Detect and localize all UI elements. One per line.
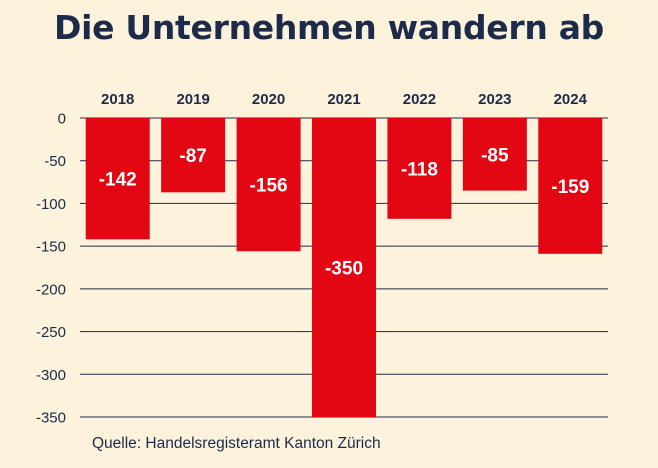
x-tick-label: 2022 [403,91,436,108]
bar-2018 [85,118,150,240]
x-axis-ticks: 2018 2019 2020 2021 2022 2023 2024 [101,91,588,108]
bar-2020 [236,118,301,252]
data-label: -85 [481,145,509,166]
x-tick-label: 2020 [252,91,285,108]
bar-2021 [312,118,376,417]
y-tick-label: -300 [36,367,66,384]
x-tick-label: 2019 [176,91,209,108]
data-label: -118 [401,159,438,180]
data-labels: -142 -87 -156 -350 -118 -85 -159 [99,145,590,279]
x-tick-label: 2018 [101,91,134,108]
bar-2023 [462,118,527,191]
y-tick-label: -100 [36,196,66,213]
y-tick-label: 0 [58,111,66,128]
bar-2019 [161,118,226,193]
bars [85,118,603,417]
y-tick-label: -350 [36,410,66,427]
y-tick-label: -200 [36,281,66,298]
data-label: -87 [179,146,206,167]
data-label: -156 [250,176,288,197]
x-tick-label: 2021 [327,91,360,108]
y-tick-label: -250 [36,324,66,341]
x-tick-label: 2024 [554,91,588,108]
bar-2022 [387,118,452,219]
bar-2024 [538,118,603,254]
y-tick-label: -50 [44,153,66,170]
y-axis-ticks: 0 -50 -100 -150 -200 -250 -300 -350 [36,111,66,427]
data-label: -142 [99,170,137,191]
data-label: -350 [325,259,363,280]
x-tick-label: 2023 [478,91,511,108]
data-label: -159 [551,177,589,198]
y-tick-label: -150 [36,239,66,256]
source-note: Quelle: Handelsregisteramt Kanton Zürich [92,435,381,452]
chart-title: Die Unternehmen wandern ab [53,8,604,47]
